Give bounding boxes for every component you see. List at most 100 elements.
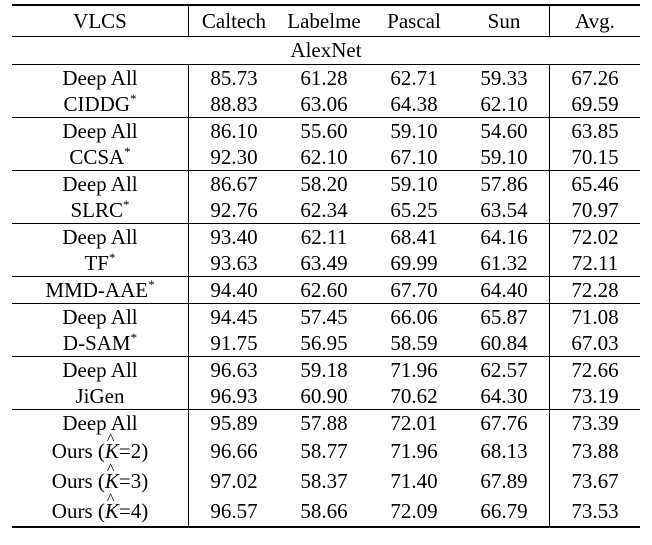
method-cell: Ours (^ K=4) <box>12 491 189 528</box>
method-cell: CCSA* <box>12 144 189 171</box>
value-cell: 96.63 <box>188 356 279 383</box>
method-superscript: * <box>148 277 155 292</box>
method-superscript: * <box>130 330 138 345</box>
value-cell: 64.40 <box>459 276 550 304</box>
header-sun: Sun <box>459 5 550 37</box>
value-cell: 69.99 <box>390 251 438 275</box>
k-hat-symbol: ^ K <box>105 491 119 526</box>
method-cell: CIDDG* <box>12 91 189 118</box>
value-cell: 62.10 <box>459 91 550 118</box>
method-name: SLRC <box>70 198 124 222</box>
value-cell: 67.10 <box>390 145 438 169</box>
value-cell: 71.40 <box>390 469 438 493</box>
value-cell: 66.06 <box>369 303 459 330</box>
value-cell: 86.67 <box>188 170 279 197</box>
k-variable: K <box>104 439 119 463</box>
value-cell: 56.95 <box>300 331 348 355</box>
value-cell: 73.88 <box>571 439 619 463</box>
table-row: MMD-AAE* 94.40 62.60 67.70 64.40 72.28 <box>12 276 640 304</box>
value-cell: 71.96 <box>390 439 438 463</box>
value-cell: 70.97 <box>571 198 619 222</box>
value-cell: 85.73 <box>210 66 258 90</box>
method-name: Deep All <box>62 305 138 329</box>
value-cell: 97.02 <box>210 469 258 493</box>
method-name: Deep All <box>62 225 138 249</box>
value-cell: 55.60 <box>279 117 369 144</box>
value-cell: 72.01 <box>369 409 459 436</box>
value-cell: 67.26 <box>571 66 619 90</box>
method-cell: Deep All <box>12 409 189 436</box>
value-cell: 72.09 <box>369 496 459 528</box>
method-cell: Deep All <box>12 356 189 383</box>
value-cell: 72.66 <box>549 356 640 383</box>
hat-accent: ^ <box>106 431 115 448</box>
value-cell: 58.37 <box>300 469 348 493</box>
table-row: Ours (^ K=3) 97.02 58.37 71.40 67.89 73.67 <box>12 461 640 496</box>
value-cell: 63.85 <box>549 117 640 144</box>
value-cell: 73.19 <box>571 384 619 408</box>
value-cell: 57.86 <box>459 170 550 197</box>
value-cell: 64.38 <box>390 92 438 116</box>
table-row: JiGen 96.93 60.90 70.62 64.30 73.19 <box>12 383 640 410</box>
value-cell: 63.54 <box>459 197 550 224</box>
value-cell: 59.18 <box>279 356 369 383</box>
value-cell: 72.28 <box>549 276 640 304</box>
table-row: Deep All 96.63 59.18 71.96 62.57 72.66 <box>12 356 640 383</box>
header-avg: Avg. <box>575 9 615 33</box>
value-cell: 93.63 <box>210 251 258 275</box>
k-hat-symbol: ^ K <box>104 461 119 496</box>
method-name: D-SAM <box>62 331 131 355</box>
k-variable: K <box>104 469 119 493</box>
value-cell: 70.15 <box>571 145 619 169</box>
table-row: TF* 93.63 63.49 69.99 61.32 72.11 <box>12 250 640 277</box>
method-superscript: * <box>130 91 137 106</box>
method-name: Deep All <box>62 172 138 196</box>
value-cell: 62.10 <box>300 145 348 169</box>
value-cell: 72.11 <box>571 251 619 275</box>
value-cell: 67.76 <box>459 409 550 436</box>
method-cell: TF* <box>12 250 189 277</box>
table-row: Deep All 94.45 57.45 66.06 65.87 71.08 <box>12 303 640 330</box>
header-labelme: Labelme <box>287 9 361 33</box>
method-suffix: =3) <box>118 469 149 493</box>
value-cell: 91.75 <box>210 331 258 355</box>
value-cell: 73.53 <box>549 496 640 528</box>
value-cell: 94.45 <box>188 303 279 330</box>
method-cell: Deep All <box>12 117 189 144</box>
method-name: MMD-AAE <box>45 278 149 302</box>
k-hat-symbol: ^ K <box>104 431 119 466</box>
value-cell: 73.39 <box>549 409 640 436</box>
method-superscript: * <box>123 197 130 212</box>
value-cell: 71.08 <box>549 303 640 330</box>
header-row: VLCS Caltech Labelme Pascal Sun Avg. <box>12 5 640 37</box>
value-cell: 65.25 <box>390 198 438 222</box>
method-cell: Deep All <box>12 303 189 330</box>
value-cell: 58.66 <box>279 496 369 528</box>
method-name: Deep All <box>62 358 138 382</box>
value-cell: 61.28 <box>300 66 348 90</box>
value-cell: 59.10 <box>459 144 550 171</box>
table-row: D-SAM* 91.75 56.95 58.59 60.84 67.03 <box>12 330 640 357</box>
method-cell: Deep All <box>12 223 189 250</box>
table-row: CIDDG* 88.83 63.06 64.38 62.10 69.59 <box>12 91 640 118</box>
method-cell: JiGen <box>12 383 189 410</box>
table-row: CCSA* 92.30 62.10 67.10 59.10 70.15 <box>12 144 640 171</box>
value-cell: 57.88 <box>279 409 369 436</box>
table-header: VLCS Caltech Labelme Pascal Sun Avg. <box>12 5 640 37</box>
table-row: Ours (^ K=4) 96.57 58.66 72.09 66.79 73.53 <box>12 491 640 528</box>
value-cell: 68.41 <box>369 223 459 250</box>
value-cell: 64.16 <box>459 223 550 250</box>
value-cell: 59.10 <box>369 117 459 144</box>
value-cell: 71.96 <box>369 356 459 383</box>
value-cell: 69.59 <box>571 92 619 116</box>
method-superscript: * <box>109 250 116 265</box>
value-cell: 92.76 <box>210 198 258 222</box>
method-superscript: * <box>124 144 131 159</box>
method-prefix: Ours ( <box>51 439 105 463</box>
value-cell: 60.84 <box>459 330 550 357</box>
backbone-row: AlexNet <box>12 36 640 65</box>
value-cell: 73.67 <box>571 469 619 493</box>
value-cell: 96.57 <box>188 496 279 528</box>
header-caltech: Caltech <box>201 9 267 33</box>
value-cell: 62.11 <box>279 223 369 250</box>
